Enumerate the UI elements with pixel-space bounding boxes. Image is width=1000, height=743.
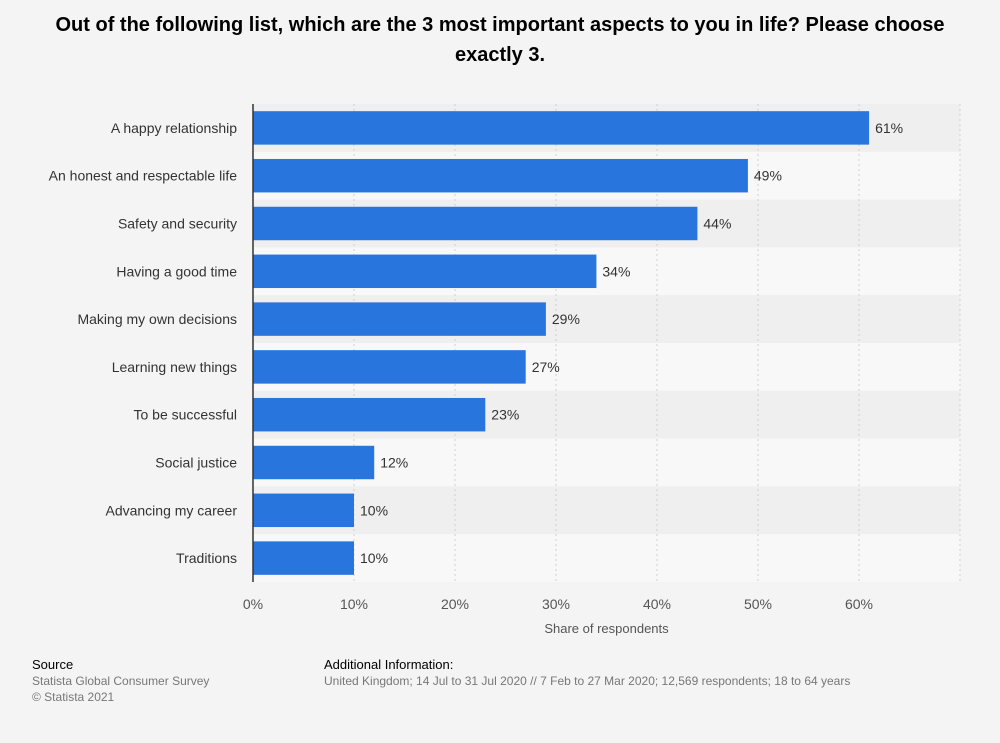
bar xyxy=(253,302,546,336)
category-label: Advancing my career xyxy=(105,502,237,518)
category-label: A happy relationship xyxy=(111,120,237,136)
additional-info-block: Additional Information: United Kingdom; … xyxy=(324,657,850,689)
additional-info-text: United Kingdom; 14 Jul to 31 Jul 2020 //… xyxy=(324,674,851,688)
bar xyxy=(253,445,375,480)
bar-chart: 61% A happy relationship 49% An honest and … xyxy=(49,104,961,636)
value-label: 10% xyxy=(360,550,388,566)
bar xyxy=(253,493,354,528)
category-label: An honest and respectable life xyxy=(49,168,238,184)
source-heading: Source xyxy=(32,657,74,672)
row-stripe xyxy=(253,534,960,582)
x-tick-label: 30% xyxy=(542,596,570,612)
x-tick-label: 20% xyxy=(441,596,469,612)
bar xyxy=(253,541,354,575)
x-tick-label: 0% xyxy=(243,596,263,612)
bar xyxy=(253,350,526,384)
category-label: Making my own decisions xyxy=(77,311,237,327)
category-label: To be successful xyxy=(134,407,238,423)
value-label: 61% xyxy=(875,120,903,136)
bar xyxy=(253,397,486,432)
value-label: 29% xyxy=(552,311,580,327)
additional-info-heading: Additional Information: xyxy=(324,657,454,672)
x-tick-label: 60% xyxy=(845,596,873,612)
category-label: Traditions xyxy=(176,550,237,566)
x-tick-label: 50% xyxy=(744,596,772,612)
source-block: Source Statista Global Consumer Survey ©… xyxy=(32,657,209,705)
value-label: 27% xyxy=(532,359,560,375)
category-label: Learning new things xyxy=(112,359,237,375)
value-label: 12% xyxy=(380,455,408,471)
bar xyxy=(253,158,748,193)
category-label: Having a good time xyxy=(116,263,237,279)
bar xyxy=(253,254,597,289)
copyright-line: © Statista 2021 xyxy=(32,690,115,704)
value-label: 23% xyxy=(491,407,519,423)
row-stripe xyxy=(253,486,960,535)
value-label: 44% xyxy=(703,216,731,232)
value-label: 34% xyxy=(602,263,630,279)
chart-title: Out of the following list, which are the… xyxy=(55,14,945,66)
category-label: Safety and security xyxy=(118,216,237,232)
value-label: 49% xyxy=(754,168,782,184)
bar xyxy=(253,111,870,145)
x-axis-title: Share of respondents xyxy=(544,621,669,636)
bar xyxy=(253,206,698,241)
source-line: Statista Global Consumer Survey xyxy=(32,674,210,688)
category-label: Social justice xyxy=(155,455,237,471)
x-tick-label: 40% xyxy=(643,596,671,612)
value-label: 10% xyxy=(360,502,388,518)
x-tick-label: 10% xyxy=(340,596,368,612)
